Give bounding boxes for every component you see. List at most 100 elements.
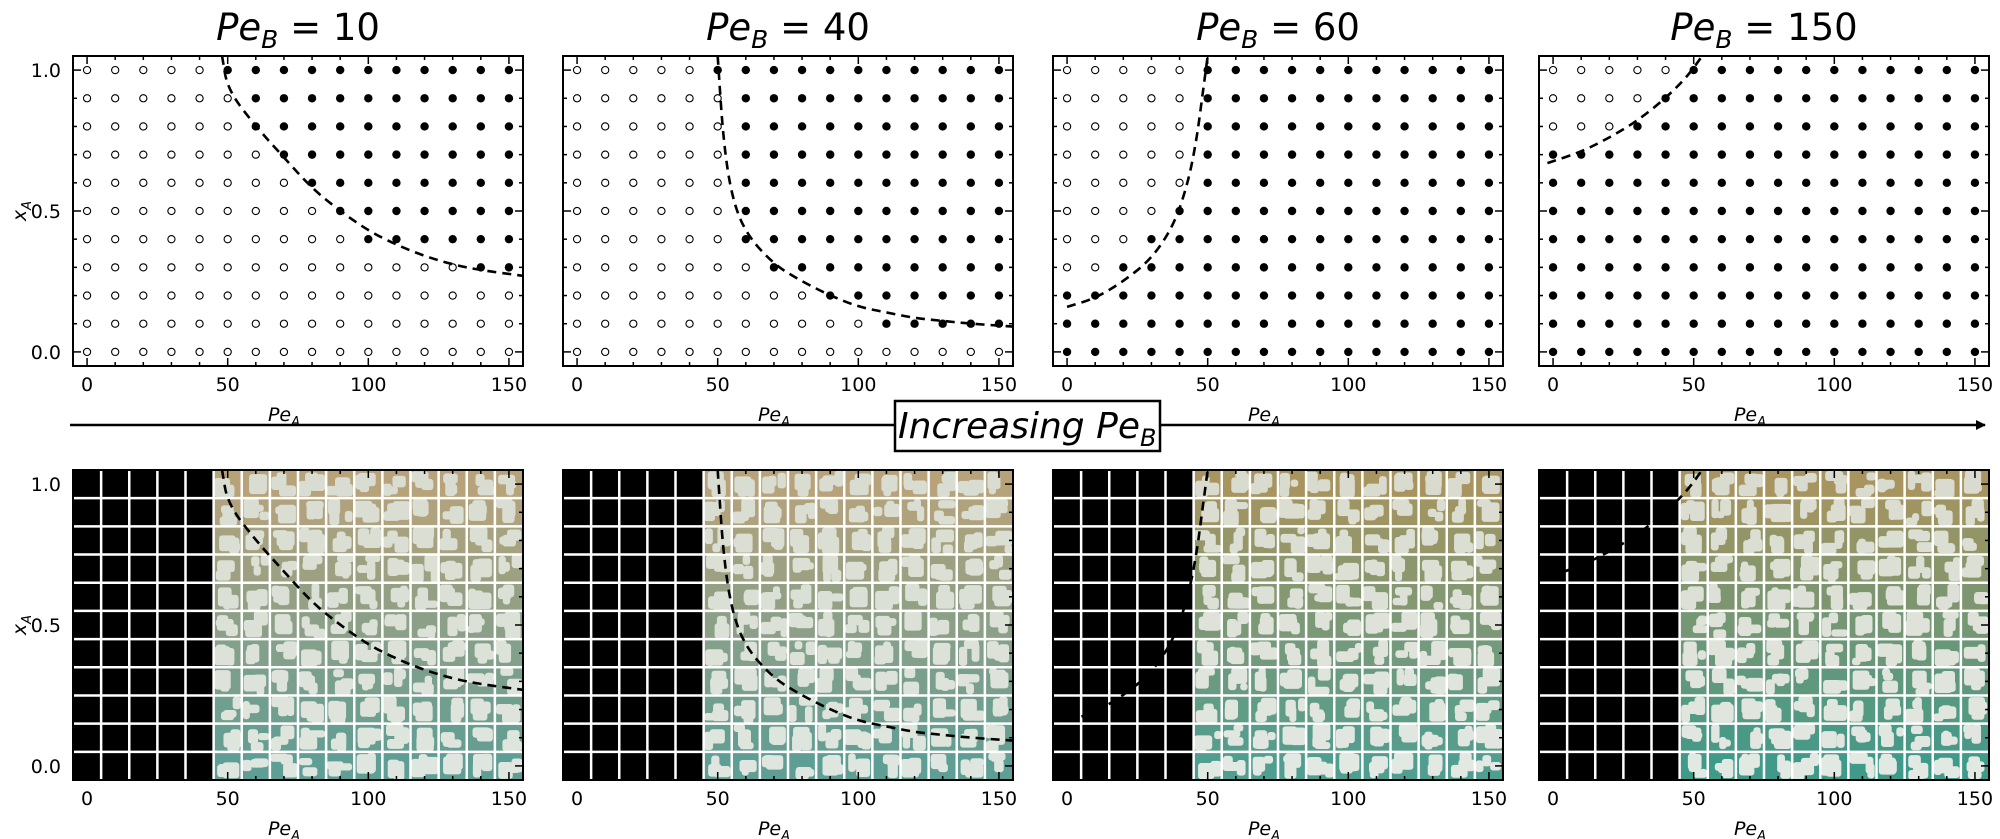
- state-point: [938, 347, 947, 357]
- state-point: [1689, 122, 1698, 131]
- snapshot-blob: [825, 754, 841, 768]
- snapshot-blob: [1477, 651, 1495, 667]
- snapshot-blob: [251, 556, 260, 567]
- snapshot-blob: [1681, 704, 1691, 723]
- state-point: [1259, 263, 1269, 272]
- snapshot-blob: [1768, 613, 1781, 626]
- state-point: [1175, 150, 1184, 159]
- state-point: [769, 263, 779, 272]
- state-point: [882, 234, 891, 244]
- snapshot-blob: [873, 506, 883, 517]
- state-point: [826, 319, 835, 328]
- state-point: [167, 319, 176, 328]
- snapshot-cell: [1165, 723, 1194, 752]
- state-point: [1315, 234, 1325, 244]
- snapshot-blob: [818, 618, 835, 637]
- snapshot-blob: [1856, 592, 1872, 607]
- state-point: [1400, 65, 1409, 75]
- snapshot-blob: [1830, 504, 1846, 522]
- state-point: [420, 206, 429, 216]
- snapshot-cell: [1623, 723, 1652, 752]
- state-point: [1605, 234, 1614, 244]
- snapshot-blob: [1263, 755, 1274, 764]
- snapshot-blob: [818, 723, 827, 742]
- snapshot-blob: [875, 671, 887, 691]
- snapshot-cell: [1053, 639, 1082, 668]
- snapshot-blob: [1946, 656, 1956, 666]
- snapshot-cell: [1623, 667, 1652, 696]
- state-point: [1372, 291, 1381, 300]
- snapshot-blob: [1972, 670, 1985, 687]
- state-point: [1633, 150, 1642, 159]
- snapshot-blob: [355, 474, 370, 490]
- x-axis-label: PeA: [268, 818, 300, 839]
- snapshot-blob: [746, 479, 755, 497]
- increasing-peb-banner: Increasing PeB: [70, 399, 1986, 453]
- snapshot-blob: [298, 757, 313, 766]
- snapshot-cell: [1651, 751, 1680, 780]
- snapshot-cell: [101, 639, 130, 668]
- state-point: [1062, 319, 1072, 328]
- snapshot-blob: [1347, 597, 1362, 607]
- snapshot-blob: [1201, 559, 1217, 578]
- snapshot-cell: [591, 667, 620, 696]
- snapshot-blob: [329, 505, 340, 526]
- snapshot-blob: [1878, 757, 1896, 775]
- snapshot-blob: [1934, 489, 1945, 498]
- snapshot-cell: [647, 470, 676, 499]
- snapshot-blob: [1921, 500, 1933, 517]
- snapshot-blob: [1231, 571, 1246, 583]
- snapshot-blob: [270, 753, 289, 762]
- snapshot-cell: [1137, 695, 1166, 724]
- snapshot-blob: [850, 589, 862, 599]
- state-point: [1576, 347, 1586, 357]
- state-point: [1801, 319, 1811, 328]
- state-point: [1886, 94, 1895, 103]
- state-point: [1231, 150, 1241, 159]
- state-point: [994, 206, 1004, 216]
- snapshot-blob: [1285, 699, 1296, 717]
- state-point: [1717, 65, 1727, 75]
- snapshot-cell: [1595, 470, 1624, 499]
- snapshot-cell: [1165, 639, 1194, 668]
- x-tick-label: 0: [1061, 374, 1073, 396]
- snapshot-cell: [1539, 667, 1568, 696]
- snapshot-blob: [1280, 533, 1297, 543]
- snapshot-blob: [243, 674, 258, 692]
- state-point: [572, 178, 582, 187]
- state-point: [223, 94, 232, 103]
- state-point: [139, 235, 148, 244]
- state-point: [139, 206, 148, 216]
- snapshot-blob: [309, 474, 326, 491]
- state-point: [448, 263, 457, 272]
- snapshot-blob: [937, 619, 950, 635]
- snapshot-cell: [647, 582, 676, 611]
- snapshot-blob: [741, 766, 749, 776]
- snapshot-blob: [340, 678, 354, 690]
- state-point: [111, 319, 120, 328]
- snapshot-blob: [305, 768, 317, 777]
- state-point: [797, 65, 807, 75]
- snapshot-blob: [1935, 478, 1953, 492]
- snapshot-blob: [1773, 536, 1784, 544]
- state-point: [1886, 234, 1895, 244]
- state-point: [223, 347, 232, 357]
- state-point: [1858, 150, 1867, 159]
- state-point: [1315, 178, 1325, 188]
- snapshot-blob: [250, 742, 264, 752]
- snapshot-blob: [1394, 536, 1409, 554]
- snapshot-blob: [257, 732, 270, 741]
- state-point: [1942, 150, 1952, 159]
- state-point: [139, 263, 148, 272]
- state-point: [825, 206, 835, 216]
- state-point: [420, 94, 429, 103]
- state-point: [1119, 150, 1128, 159]
- x-tick-label: 50: [1196, 374, 1220, 396]
- state-point: [629, 122, 638, 131]
- snapshot-blob: [1197, 668, 1208, 680]
- snapshot-blob: [412, 682, 426, 693]
- snapshot-cell: [185, 610, 214, 640]
- state-point: [1400, 319, 1409, 328]
